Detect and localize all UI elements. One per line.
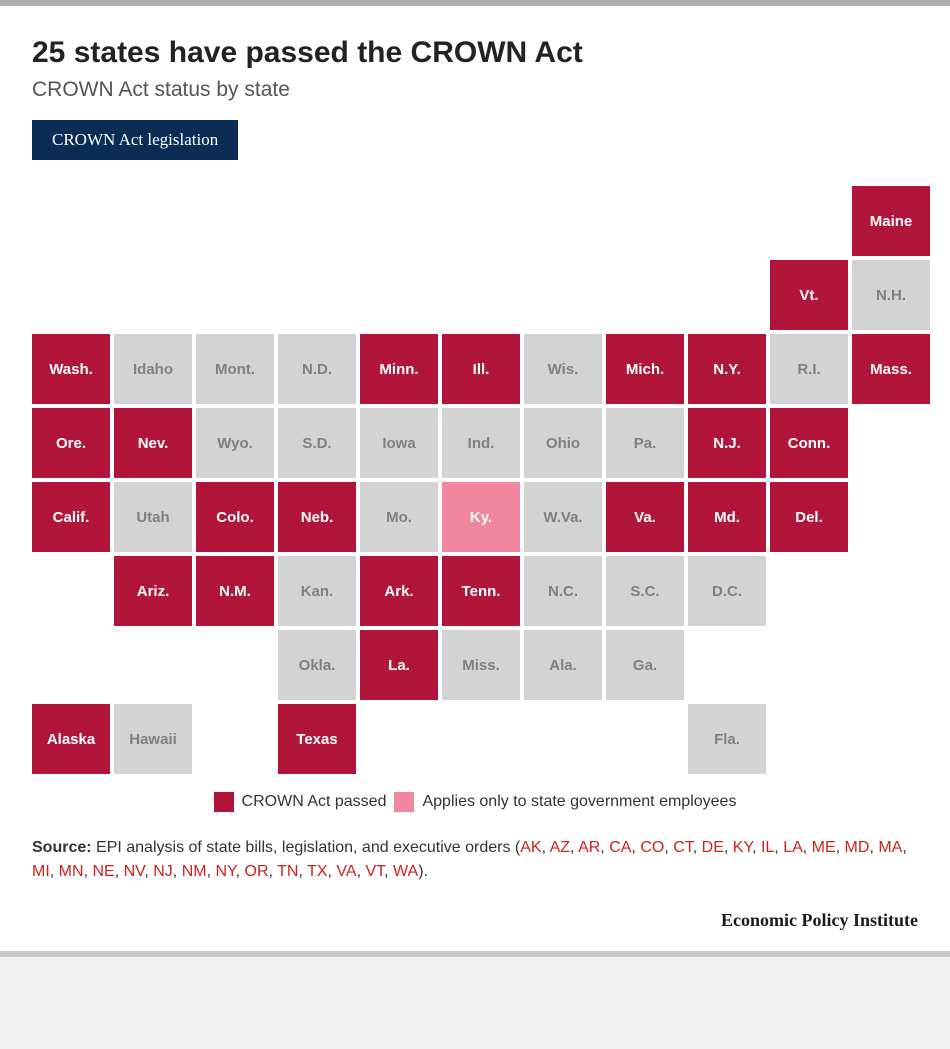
state-tile[interactable]: W.Va.: [524, 482, 602, 552]
source-link[interactable]: TN: [277, 863, 298, 880]
source-link[interactable]: AK: [520, 839, 541, 856]
state-tile[interactable]: Ind.: [442, 408, 520, 478]
source-link[interactable]: VA: [336, 863, 356, 880]
state-tile[interactable]: Pa.: [606, 408, 684, 478]
state-tile[interactable]: Minn.: [360, 334, 438, 404]
chart-container: 25 states have passed the CROWN Act CROW…: [0, 6, 950, 951]
source-link[interactable]: NM: [182, 863, 207, 880]
state-tile[interactable]: Neb.: [278, 482, 356, 552]
state-tile[interactable]: Ark.: [360, 556, 438, 626]
state-tile[interactable]: Hawaii: [114, 704, 192, 774]
state-tile[interactable]: Texas: [278, 704, 356, 774]
source-link[interactable]: CA: [609, 839, 631, 856]
source-link[interactable]: AR: [578, 839, 600, 856]
chart-title: 25 states have passed the CROWN Act: [32, 36, 918, 70]
state-tile[interactable]: Colo.: [196, 482, 274, 552]
state-tile[interactable]: Ky.: [442, 482, 520, 552]
state-tile[interactable]: N.C.: [524, 556, 602, 626]
state-tile[interactable]: Iowa: [360, 408, 438, 478]
state-tile[interactable]: Ohio: [524, 408, 602, 478]
state-tile[interactable]: Calif.: [32, 482, 110, 552]
state-tile[interactable]: Conn.: [770, 408, 848, 478]
source-link[interactable]: AZ: [550, 839, 570, 856]
state-tile-grid: MaineVt.N.H.Wash.IdahoMont.N.D.Minn.Ill.…: [32, 186, 918, 774]
state-tile[interactable]: S.D.: [278, 408, 356, 478]
source-link[interactable]: NE: [92, 863, 114, 880]
source-link[interactable]: WA: [393, 863, 418, 880]
bottom-accent-bar: [0, 951, 950, 957]
state-tile[interactable]: N.Y.: [688, 334, 766, 404]
state-tile[interactable]: N.J.: [688, 408, 766, 478]
state-tile[interactable]: Wash.: [32, 334, 110, 404]
state-tile[interactable]: N.M.: [196, 556, 274, 626]
state-tile[interactable]: Ala.: [524, 630, 602, 700]
state-tile[interactable]: R.I.: [770, 334, 848, 404]
state-tile[interactable]: Tenn.: [442, 556, 520, 626]
state-tile[interactable]: Va.: [606, 482, 684, 552]
state-tile[interactable]: Mich.: [606, 334, 684, 404]
state-tile[interactable]: S.C.: [606, 556, 684, 626]
state-tile[interactable]: Idaho: [114, 334, 192, 404]
chart-subtitle: CROWN Act status by state: [32, 78, 918, 102]
state-tile[interactable]: Okla.: [278, 630, 356, 700]
state-tile[interactable]: Alaska: [32, 704, 110, 774]
source-link[interactable]: VT: [365, 863, 384, 880]
state-tile[interactable]: Miss.: [442, 630, 520, 700]
source-link[interactable]: MI: [32, 863, 50, 880]
source-link[interactable]: IL: [761, 839, 774, 856]
state-tile[interactable]: Kan.: [278, 556, 356, 626]
state-tile[interactable]: Mont.: [196, 334, 274, 404]
source-note: Source: EPI analysis of state bills, leg…: [32, 836, 918, 884]
source-link[interactable]: CO: [640, 839, 664, 856]
state-tile[interactable]: La.: [360, 630, 438, 700]
state-tile[interactable]: Del.: [770, 482, 848, 552]
state-tile[interactable]: Vt.: [770, 260, 848, 330]
state-tile[interactable]: D.C.: [688, 556, 766, 626]
source-link[interactable]: MN: [59, 863, 84, 880]
state-tile[interactable]: Wis.: [524, 334, 602, 404]
footer-brand: Economic Policy Institute: [32, 904, 918, 931]
tab-crown-act-legislation[interactable]: CROWN Act legislation: [32, 120, 238, 160]
state-tile[interactable]: Ill.: [442, 334, 520, 404]
state-tile[interactable]: N.D.: [278, 334, 356, 404]
state-tile[interactable]: Utah: [114, 482, 192, 552]
source-link[interactable]: MD: [845, 839, 870, 856]
source-link[interactable]: CT: [673, 839, 693, 856]
source-link[interactable]: OR: [245, 863, 269, 880]
state-tile[interactable]: Nev.: [114, 408, 192, 478]
state-tile[interactable]: Mass.: [852, 334, 930, 404]
source-link[interactable]: DE: [702, 839, 724, 856]
state-tile[interactable]: Mo.: [360, 482, 438, 552]
state-tile[interactable]: Md.: [688, 482, 766, 552]
state-tile[interactable]: Fla.: [688, 704, 766, 774]
source-link[interactable]: TX: [307, 863, 327, 880]
legend-swatch-passed: [214, 792, 234, 812]
source-link[interactable]: NV: [124, 863, 145, 880]
source-link[interactable]: NJ: [153, 863, 173, 880]
source-link[interactable]: LA: [783, 839, 803, 856]
legend-swatch-partial: [394, 792, 414, 812]
state-tile[interactable]: N.H.: [852, 260, 930, 330]
source-link[interactable]: ME: [812, 839, 836, 856]
state-tile[interactable]: Ga.: [606, 630, 684, 700]
state-tile[interactable]: Wyo.: [196, 408, 274, 478]
source-link[interactable]: NY: [215, 863, 235, 880]
source-link[interactable]: KY: [733, 839, 752, 856]
state-tile[interactable]: Ore.: [32, 408, 110, 478]
legend: CROWN Act passed Applies only to state g…: [32, 792, 918, 812]
state-tile[interactable]: Maine: [852, 186, 930, 256]
source-link[interactable]: MA: [878, 839, 902, 856]
legend-label-partial: Applies only to state government employe…: [422, 793, 736, 811]
legend-label-passed: CROWN Act passed: [242, 793, 387, 811]
state-tile[interactable]: Ariz.: [114, 556, 192, 626]
